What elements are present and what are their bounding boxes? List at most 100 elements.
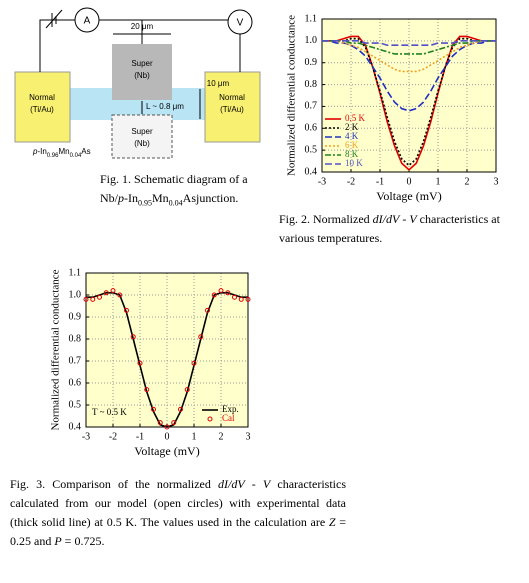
text: V xyxy=(262,477,271,491)
x-tick-label: 1 xyxy=(436,176,441,187)
x-tick-label: 0 xyxy=(165,431,170,442)
data-point xyxy=(184,387,190,393)
semiconductor-label: p-In0.96Mn0.04As xyxy=(32,147,91,158)
y-tick-label: 0.8 xyxy=(69,333,82,344)
schematic: A V 20 μm 10 μm L ~ 0.8 μm Super (Nb) Su… xyxy=(14,7,261,159)
voltmeter xyxy=(227,9,253,35)
x-tick-label: 0 xyxy=(407,176,412,187)
y-tick-label: 1.1 xyxy=(69,267,82,278)
data-point xyxy=(137,360,143,366)
text: 0.95 xyxy=(138,198,152,208)
text: dI/dV xyxy=(372,212,400,226)
text: characteristics calculated from our mode… xyxy=(10,477,347,529)
data-point xyxy=(238,296,244,302)
y-tick-label: 0.4 xyxy=(305,166,318,177)
text: Fig. 2. Normalized xyxy=(279,212,373,226)
text: Nb/ xyxy=(100,191,118,205)
ammeter-label: A xyxy=(84,16,91,27)
legend-label: 6 K xyxy=(345,140,359,150)
data-point xyxy=(103,290,109,296)
data-point xyxy=(144,387,150,393)
super-top-box xyxy=(112,44,172,100)
legend-label: 0.5 K xyxy=(345,113,366,123)
data-point xyxy=(157,420,163,426)
y-tick-label: 0.4 xyxy=(69,421,82,432)
y-tick-label: 0.5 xyxy=(69,399,82,410)
super-label: Super xyxy=(131,59,153,68)
data-point xyxy=(178,406,183,412)
legend-label: 2 K xyxy=(345,122,359,132)
height-label: 10 μm xyxy=(207,79,230,88)
y-tick-label: 0.9 xyxy=(69,311,82,322)
y-tick-label: 1.0 xyxy=(305,35,318,46)
text: p xyxy=(32,147,38,156)
data-line xyxy=(322,40,496,55)
caption: Fig. 1. Schematic diagram of a Nb/p-In0.9… xyxy=(100,170,270,212)
data-point xyxy=(218,288,224,294)
data-point xyxy=(124,307,129,313)
y-tick-label: 0.9 xyxy=(305,57,318,68)
normal-right-box xyxy=(204,71,261,143)
legend-swatch xyxy=(207,416,213,422)
data-point xyxy=(164,424,170,430)
data-point xyxy=(205,307,210,313)
gap-label: L ~ 0.8 μm xyxy=(146,102,184,111)
y-tick-label: 0.7 xyxy=(305,101,318,112)
x-tick-label: -3 xyxy=(318,176,326,187)
y-tick-label: 1.1 xyxy=(305,13,318,24)
data-line xyxy=(322,40,496,47)
data-point xyxy=(97,294,102,300)
y-axis-label: Normalized differential conductance xyxy=(50,269,62,430)
legend-label: 10 K xyxy=(345,158,363,168)
y-tick-label: 0.6 xyxy=(305,123,318,134)
x-tick-label: -1 xyxy=(136,431,144,442)
caption: Fig. 3. Comparison of the normalized dI/… xyxy=(10,475,346,551)
data-point xyxy=(171,420,177,426)
super-label: (Nb) xyxy=(134,71,150,80)
normal-label: (Ti/Au) xyxy=(220,105,244,114)
data-line xyxy=(322,37,496,167)
wire xyxy=(39,19,75,72)
text: -In xyxy=(37,147,46,156)
data-point xyxy=(225,290,231,296)
x-tick-label: -2 xyxy=(109,431,117,442)
legend-label: Exp. xyxy=(222,404,239,414)
text: = 0.25 and xyxy=(10,515,346,548)
text: 0.04 xyxy=(168,198,183,208)
x-tick-label: 2 xyxy=(465,176,470,187)
x-tick-label: 3 xyxy=(246,431,251,442)
super-bottom-box xyxy=(111,114,173,159)
text: dI/dV xyxy=(218,477,245,491)
normal-label: (Ti/Au) xyxy=(30,105,54,114)
plot-frame xyxy=(321,18,497,173)
data-line xyxy=(322,35,496,171)
text: p xyxy=(118,191,124,205)
text: Asjunction. xyxy=(182,191,239,205)
text: 0.96 xyxy=(47,153,59,159)
legend-label: Cal xyxy=(222,413,235,423)
text: Fig. 3. Comparison of the normalized xyxy=(10,477,219,491)
x-tick-label: -3 xyxy=(82,431,90,442)
text: P xyxy=(54,534,62,548)
text: Z xyxy=(328,515,336,529)
data-point xyxy=(90,296,96,302)
normal-label: Normal xyxy=(29,93,55,102)
text: V xyxy=(409,212,417,226)
text: - xyxy=(244,477,263,491)
x-tick-label: 3 xyxy=(494,176,499,187)
ammeter xyxy=(74,7,100,33)
plot-area xyxy=(86,273,248,427)
text: Fig. 1. Schematic diagram of a xyxy=(100,172,248,186)
y-axis-label: Normalized differential conductance xyxy=(286,15,298,176)
text: Mn xyxy=(152,191,169,205)
voltmeter-label: V xyxy=(237,18,244,29)
super-label: Super xyxy=(131,127,153,136)
x-tick-label: 2 xyxy=(219,431,224,442)
text: As xyxy=(81,147,90,156)
x-axis-label: Voltage (mV) xyxy=(376,189,441,203)
caption: Fig. 2. Normalized dI/dV - V characteris… xyxy=(279,210,525,248)
data-line xyxy=(322,40,496,73)
data-point xyxy=(198,334,204,340)
